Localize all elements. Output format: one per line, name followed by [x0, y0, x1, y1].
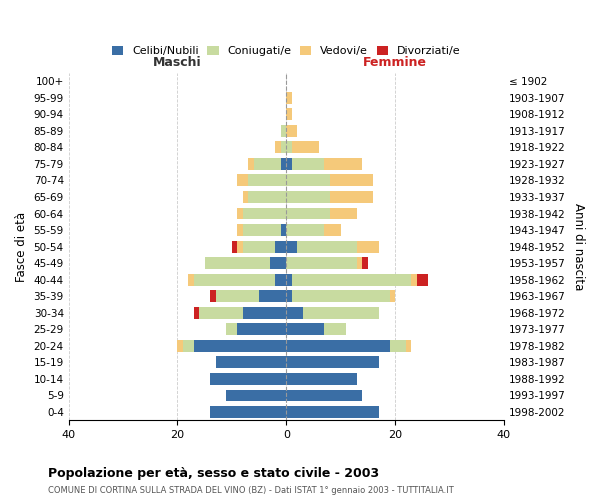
Bar [286, 158, 292, 170]
Bar [243, 191, 248, 203]
Bar [205, 257, 270, 269]
Bar [330, 208, 357, 220]
Bar [232, 240, 238, 252]
Bar [194, 307, 199, 318]
Bar [178, 340, 183, 352]
Bar [286, 340, 389, 352]
Bar [281, 158, 286, 170]
Bar [281, 125, 286, 137]
Bar [215, 356, 286, 368]
Bar [238, 208, 243, 220]
Text: Popolazione per età, sesso e stato civile - 2003: Popolazione per età, sesso e stato civil… [48, 468, 379, 480]
Bar [275, 240, 286, 252]
Bar [248, 191, 286, 203]
Bar [238, 174, 248, 186]
Bar [302, 307, 379, 318]
Bar [275, 142, 281, 154]
Bar [210, 290, 215, 302]
Bar [248, 174, 286, 186]
Bar [325, 158, 362, 170]
Bar [292, 158, 325, 170]
Bar [362, 257, 368, 269]
Bar [286, 108, 292, 120]
Bar [286, 208, 330, 220]
Bar [389, 340, 406, 352]
Bar [297, 240, 357, 252]
Legend: Celibi/Nubili, Coniugati/e, Vedovi/e, Divorziati/e: Celibi/Nubili, Coniugati/e, Vedovi/e, Di… [110, 44, 463, 59]
Bar [412, 274, 417, 285]
Bar [286, 406, 379, 418]
Bar [286, 224, 325, 236]
Bar [210, 373, 286, 385]
Bar [243, 240, 275, 252]
Bar [330, 191, 373, 203]
Bar [275, 274, 286, 285]
Text: COMUNE DI CORTINA SULLA STRADA DEL VINO (BZ) - Dati ISTAT 1° gennaio 2003 - TUTT: COMUNE DI CORTINA SULLA STRADA DEL VINO … [48, 486, 454, 495]
Bar [286, 290, 292, 302]
Bar [286, 174, 330, 186]
Bar [226, 324, 238, 336]
Bar [243, 224, 281, 236]
Bar [183, 340, 194, 352]
Bar [238, 324, 286, 336]
Bar [286, 125, 297, 137]
Bar [325, 324, 346, 336]
Bar [199, 307, 243, 318]
Bar [286, 191, 330, 203]
Bar [330, 174, 373, 186]
Bar [238, 224, 243, 236]
Bar [286, 257, 357, 269]
Bar [389, 290, 395, 302]
Bar [254, 158, 281, 170]
Bar [325, 224, 341, 236]
Text: Femmine: Femmine [363, 56, 427, 70]
Y-axis label: Anni di nascita: Anni di nascita [572, 203, 585, 290]
Bar [357, 240, 379, 252]
Y-axis label: Fasce di età: Fasce di età [15, 212, 28, 282]
Bar [357, 257, 362, 269]
Bar [286, 142, 292, 154]
Bar [226, 390, 286, 402]
Bar [286, 373, 357, 385]
Bar [259, 290, 286, 302]
Bar [281, 224, 286, 236]
Bar [292, 274, 412, 285]
Bar [406, 340, 412, 352]
Bar [238, 240, 243, 252]
Bar [188, 274, 194, 285]
Bar [286, 92, 292, 104]
Bar [286, 390, 362, 402]
Bar [286, 307, 302, 318]
Bar [210, 406, 286, 418]
Bar [243, 307, 286, 318]
Bar [248, 158, 254, 170]
Bar [215, 290, 259, 302]
Bar [292, 290, 389, 302]
Bar [286, 356, 379, 368]
Bar [281, 142, 286, 154]
Bar [286, 240, 297, 252]
Bar [417, 274, 428, 285]
Bar [243, 208, 286, 220]
Bar [292, 142, 319, 154]
Bar [270, 257, 286, 269]
Bar [194, 340, 286, 352]
Text: Maschi: Maschi [153, 56, 202, 70]
Bar [194, 274, 275, 285]
Bar [286, 274, 292, 285]
Bar [286, 324, 325, 336]
